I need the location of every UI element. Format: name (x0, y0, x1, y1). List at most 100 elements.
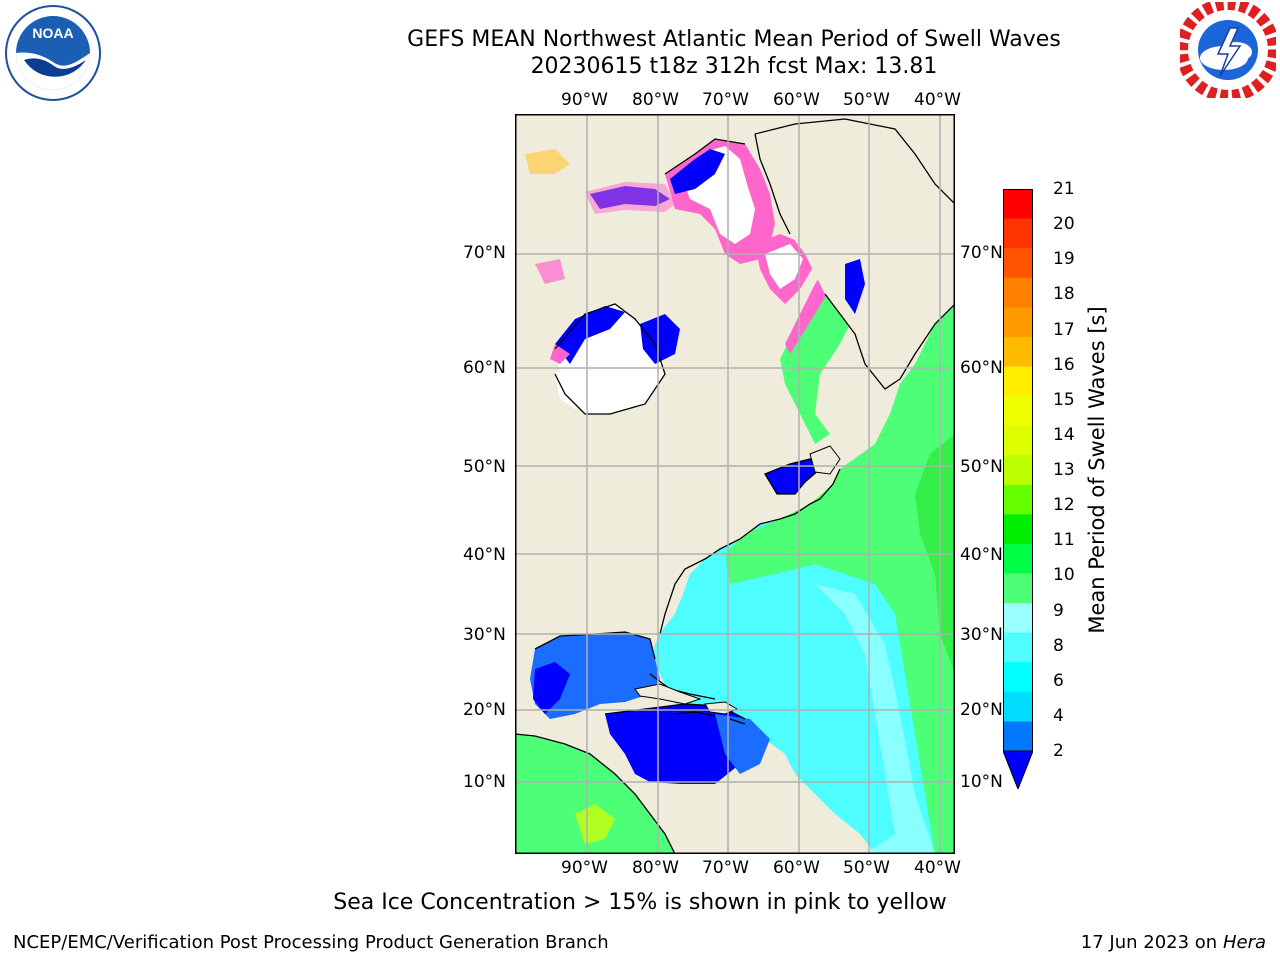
colorbar-segment (1003, 336, 1033, 367)
lat-label-right-70n: 70°N (960, 243, 1003, 263)
colorbar-tick-label: 6 (1053, 670, 1064, 691)
colorbar-segment (1003, 455, 1033, 486)
lat-label-left-10n: 10°N (463, 772, 506, 792)
noaa-logo-text: NOAA (32, 25, 73, 41)
lat-label-left-50n: 50°N (463, 457, 506, 477)
colorbar-segment (1003, 484, 1033, 515)
colorbar-segment (1003, 662, 1033, 693)
cuba (634, 683, 702, 705)
colorbar-segment (1003, 366, 1033, 397)
pacific-green (515, 734, 675, 854)
gulf-st-lawrence (765, 459, 820, 494)
lon-label-bottom-60w: 60°W (773, 858, 820, 878)
lat-label-right-40n: 40°N (960, 545, 1003, 565)
colorbar-segment (1003, 721, 1033, 752)
colorbar-tick-label: 12 (1053, 495, 1075, 516)
lat-label-left-60n: 60°N (463, 358, 506, 378)
lon-label-top-70w: 70°W (702, 90, 749, 110)
baffin-bay-blue (670, 149, 725, 194)
colorbar-segment (1003, 691, 1033, 722)
atlantic-green (725, 304, 955, 854)
noaa-logo: NOAA (4, 4, 102, 102)
colorbar-segment (1003, 573, 1033, 604)
map-frame (514, 113, 956, 855)
colorbar-tick-label: 19 (1053, 249, 1075, 270)
colorbar-segment (1003, 514, 1033, 545)
map-svg (514, 113, 956, 855)
colorbar-label: Mean Period of Swell Waves [s] (1085, 306, 1109, 634)
lat-label-left-40n: 40°N (463, 545, 506, 565)
colorbar-tick-label: 9 (1053, 600, 1064, 621)
atlantic-light (815, 584, 935, 854)
lat-label-left-30n: 30°N (463, 625, 506, 645)
credit-date: 17 Jun 2023 on Hera (1081, 932, 1266, 953)
greenland-southern-coast-ice (845, 259, 865, 314)
credit-branch: NCEP/EMC/Verification Post Processing Pr… (13, 932, 609, 953)
colorbar-tick-label: 4 (1053, 705, 1064, 726)
colorbar-segment (1003, 543, 1033, 575)
lon-label-top-90w: 90°W (561, 90, 608, 110)
arctic-ice-scatter (525, 149, 570, 174)
gulf-dark (533, 662, 570, 714)
labrador-ice (785, 249, 860, 354)
colorbar-tick-label: 21 (1053, 179, 1075, 199)
colorbar-svg (1002, 189, 1034, 791)
colorbar-outline (1003, 189, 1033, 752)
lon-label-bottom-80w: 80°W (632, 858, 679, 878)
credit-host: Hera (1222, 932, 1266, 953)
colorbar-tick-label: 20 (1053, 214, 1075, 235)
davis-strait-white (765, 244, 803, 289)
colorbar-tick-label: 17 (1053, 319, 1075, 340)
lon-label-bottom-50w: 50°W (843, 858, 890, 878)
arctic-ice-scatter-2 (535, 259, 565, 284)
colorbar (1002, 189, 1034, 791)
lon-label-top-60w: 60°W (773, 90, 820, 110)
colorbar-segment (1003, 425, 1033, 456)
lon-label-bottom-90w: 90°W (561, 858, 608, 878)
colorbar-tick-label: 10 (1053, 565, 1075, 586)
pacific-yellow (575, 804, 615, 844)
sea-ice-note: Sea Ice Concentration > 15% is shown in … (333, 890, 947, 915)
lat-label-right-10n: 10°N (960, 772, 1003, 792)
chart-subtitle: 20230615 t18z 312h fcst Max: 13.81 (530, 54, 938, 79)
lat-label-right-30n: 30°N (960, 625, 1003, 645)
colorbar-segment (1003, 396, 1033, 427)
gridlines (515, 114, 955, 854)
credit-date-text: 17 Jun 2023 on (1080, 932, 1218, 953)
lon-label-bottom-40w: 40°W (914, 858, 961, 878)
lat-label-left-20n: 20°N (463, 700, 506, 720)
colorbar-tick-label: 2 (1053, 741, 1064, 761)
foxe-basin (640, 314, 680, 364)
colorbar-segment (1003, 248, 1033, 279)
colorbar-segment (1003, 632, 1033, 663)
colorbar-segment (1003, 277, 1033, 308)
lon-label-top-40w: 40°W (914, 90, 961, 110)
colorbar-extend-triangle (1002, 750, 1034, 791)
hudson-bay-south (555, 364, 605, 409)
lat-label-right-20n: 20°N (960, 700, 1003, 720)
chart-title: GEFS MEAN Northwest Atlantic Mean Period… (407, 27, 1061, 52)
colorbar-tick-label: 14 (1053, 424, 1075, 445)
colorbar-segment (1003, 603, 1033, 634)
colorbar-tick-label: 8 (1053, 635, 1064, 656)
lat-label-right-50n: 50°N (960, 457, 1003, 477)
colorbar-segment (1003, 189, 1033, 220)
lancaster-ice (585, 182, 675, 214)
colorbar-tick-label: 18 (1053, 284, 1075, 305)
colorbar-tick-label: 13 (1053, 460, 1075, 480)
lon-label-top-50w: 50°W (843, 90, 890, 110)
map-panel (514, 113, 956, 855)
colorbar-tick-label: 16 (1053, 354, 1075, 375)
lon-label-top-80w: 80°W (632, 90, 679, 110)
gulf-of-mexico (530, 632, 660, 719)
colorbar-tick-label: 15 (1053, 389, 1075, 410)
colorbar-segment (1003, 218, 1033, 249)
coastlines (514, 118, 956, 855)
hudson-ice-edge (555, 306, 625, 364)
colorbar-segment (1003, 307, 1033, 338)
lat-label-left-70n: 70°N (463, 243, 506, 263)
lat-label-right-60n: 60°N (960, 358, 1003, 378)
colorbar-tick-label: 11 (1053, 530, 1075, 551)
nws-logo (1176, 0, 1280, 102)
lon-label-bottom-70w: 70°W (702, 858, 749, 878)
